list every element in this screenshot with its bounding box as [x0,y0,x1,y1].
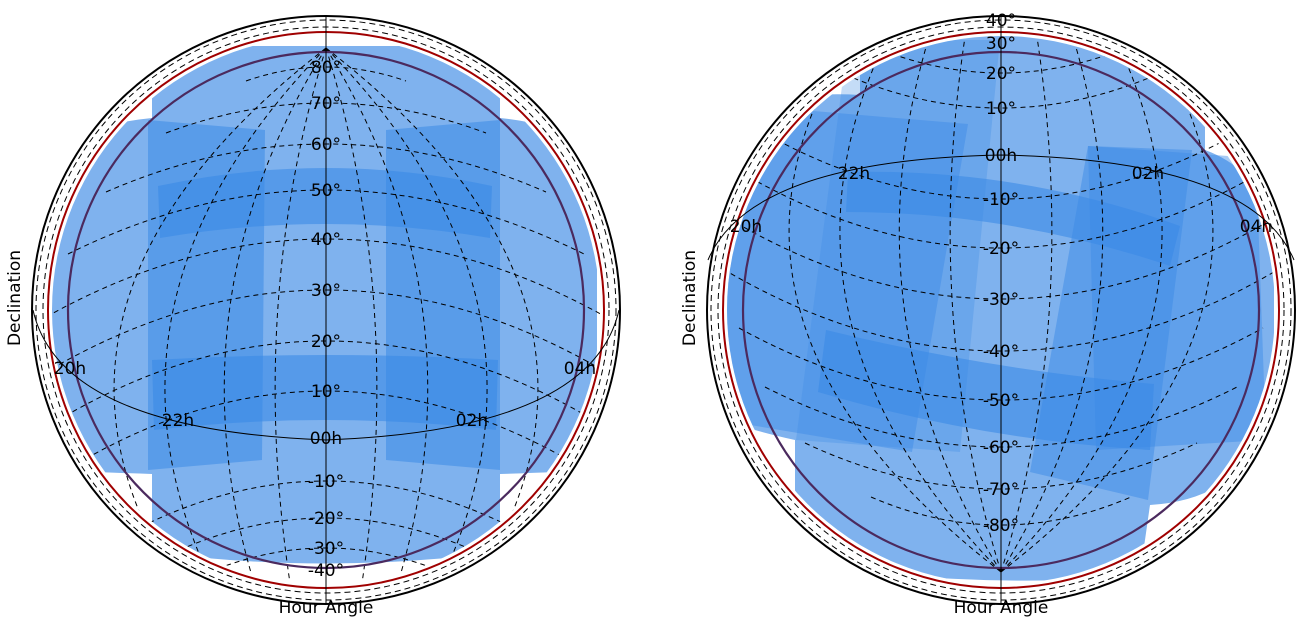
meridian-line [1000,36,1104,573]
right-equator [707,154,1295,261]
declination-label: 10° [311,382,341,402]
hour-angle-label: 20h [730,217,762,237]
left-fill-layer [52,46,597,564]
declination-label: 70° [311,94,341,114]
declination-label: -20° [308,509,344,529]
meridian-line [325,47,378,584]
declination-label: -40° [308,561,344,581]
declination-label: 80° [311,58,341,78]
declination-label: 00h [985,146,1017,166]
declination-label: -60° [983,438,1019,458]
parallel-line [727,268,1275,352]
declination-label: 40° [986,11,1016,31]
declination-label: 10° [986,99,1016,119]
declination-label: -10° [983,190,1019,210]
declination-label: 20° [311,332,341,352]
parallel-line [727,208,1275,300]
declination-label: 40° [311,230,341,250]
meridian-line [1000,36,1163,573]
declination-label: 60° [311,135,341,155]
parallel-line [52,340,600,436]
meridian-line [898,36,1002,573]
hour-angle-label: 20h [54,359,86,379]
meridian-line [1000,36,1053,573]
meridian-line [164,47,327,584]
left-equator [32,309,620,441]
meridian-line [949,36,1002,573]
hour-angle-label: 02h [456,411,488,431]
right-ylabel: Declination [680,250,700,346]
left-globe: 80° 70° 60° 50° 40° 30° 20° 10° 00h -10° -20° -30°-… [5,15,621,618]
meridian-line [839,36,1002,573]
hour-angle-label: 22h [162,411,194,431]
hour-angle-label: 04h [564,359,596,379]
declination-label: 30° [311,281,341,301]
hour-angle-label: 02h [1132,164,1164,184]
right-fill-layer [727,36,1274,581]
declination-label: -70° [983,480,1019,500]
meridian-line [325,47,488,584]
declination-label: 20° [986,64,1016,84]
declination-label: 30° [986,34,1016,54]
left-tile-band-bottom [152,355,498,430]
right-globe: 40° 30° 20° 10° 00h -10° -20° -30° -40° -50° -60° -… [680,11,1296,618]
hour-angle-label: 04h [1240,217,1272,237]
right-tile-band-lower [818,330,1154,450]
left-ylabel: Declination [5,250,25,346]
declination-label: -20° [983,239,1019,259]
hour-angle-label: 22h [838,164,870,184]
declination-label: 00h [310,429,342,449]
declination-label: -80° [983,516,1019,536]
right-xlabel: Hour Angle [954,598,1049,618]
left-labels: 80° 70° 60° 50° 40° 30° 20° 10° 00h -10° -20° -30°-… [54,58,596,581]
declination-label: -50° [983,391,1019,411]
declination-label: 50° [311,181,341,201]
declination-label: -10° [308,472,344,492]
left-xlabel: Hour Angle [279,598,374,618]
meridian-line [223,47,327,584]
left-tile-band-top [158,168,492,238]
declination-label: -30° [983,290,1019,310]
declination-label: -30° [308,539,344,559]
meridian-line [274,47,327,584]
right-labels: 40° 30° 20° 10° 00h -10° -20° -30° -40° -50° -60° -… [730,11,1272,536]
meridian-line [325,47,429,584]
declination-label: -40° [983,342,1019,362]
